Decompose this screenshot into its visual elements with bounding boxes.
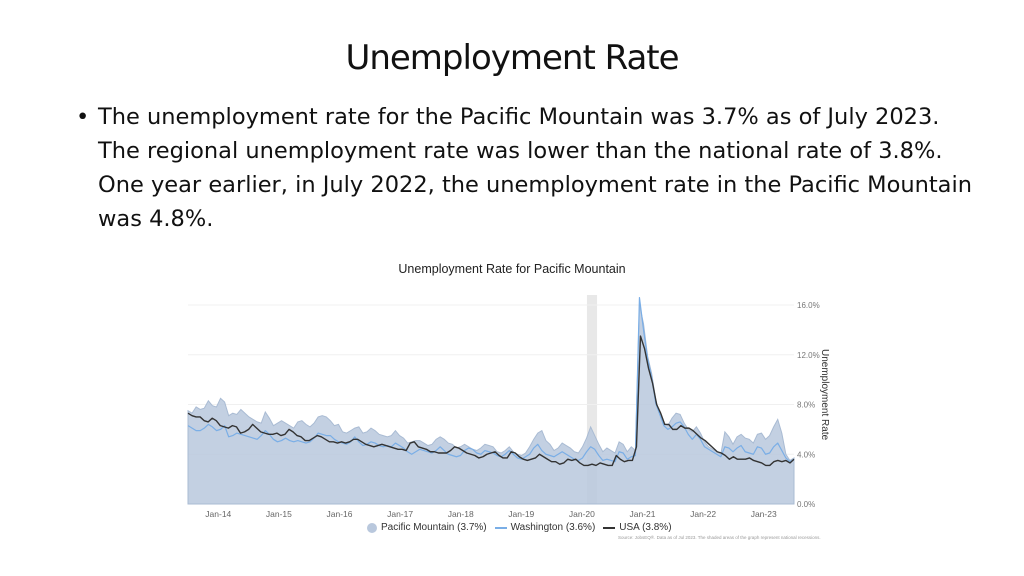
recession-shading [586,295,598,504]
legend-swatch-usa [603,526,616,529]
legend-item-usa[interactable]: USA (3.8%) [603,522,672,533]
chart-title: Unemployment Rate for Pacific Mountain [398,262,626,276]
legend-swatch-washington [494,526,507,529]
chart-legend: Pacific Mountain (3.7%) Washington (3.6%… [367,522,672,533]
y-tick-label: 12.0% [797,351,820,360]
legend-label-pacific: Pacific Mountain (3.7%) [381,522,487,533]
chart-source-note: Source: JobsEQ®. Data as of Jul 2023. Th… [618,535,821,540]
legend-item-washington[interactable]: Washington (3.6%) [494,522,596,533]
x-tick-label: Jan-15 [266,509,292,519]
legend-swatch-pacific [367,522,377,533]
x-tick-label: Jan-20 [569,509,595,519]
x-tick-label: Jan-17 [387,509,413,519]
y-axis-label: Unemployment Rate [819,349,830,441]
x-tick-label: Jan-22 [690,509,716,519]
x-tick-label: Jan-16 [327,509,353,519]
bullet-dot: • [76,104,90,130]
legend-label-washington: Washington (3.6%) [510,522,596,533]
x-tick-label: Jan-19 [508,509,534,519]
x-tick-label: Jan-21 [630,509,656,519]
bullet-text: The unemployment rate for the Pacific Mo… [98,104,972,232]
legend-item-pacific[interactable]: Pacific Mountain (3.7%) [367,522,487,533]
y-tick-label: 4.0% [797,450,815,459]
legend-label-usa: USA (3.8%) [619,522,672,533]
x-tick-label: Jan-23 [751,509,777,519]
y-tick-label: 0.0% [797,500,815,509]
slide-title: Unemployment Rate [345,38,679,78]
x-tick-label: Jan-18 [448,509,474,519]
x-tick-label: Jan-14 [205,509,231,519]
bullet-paragraph: • The unemployment rate for the Pacific … [72,100,988,236]
y-tick-label: 8.0% [797,401,815,410]
y-tick-label: 16.0% [797,301,820,310]
series-line-usa [187,335,795,467]
